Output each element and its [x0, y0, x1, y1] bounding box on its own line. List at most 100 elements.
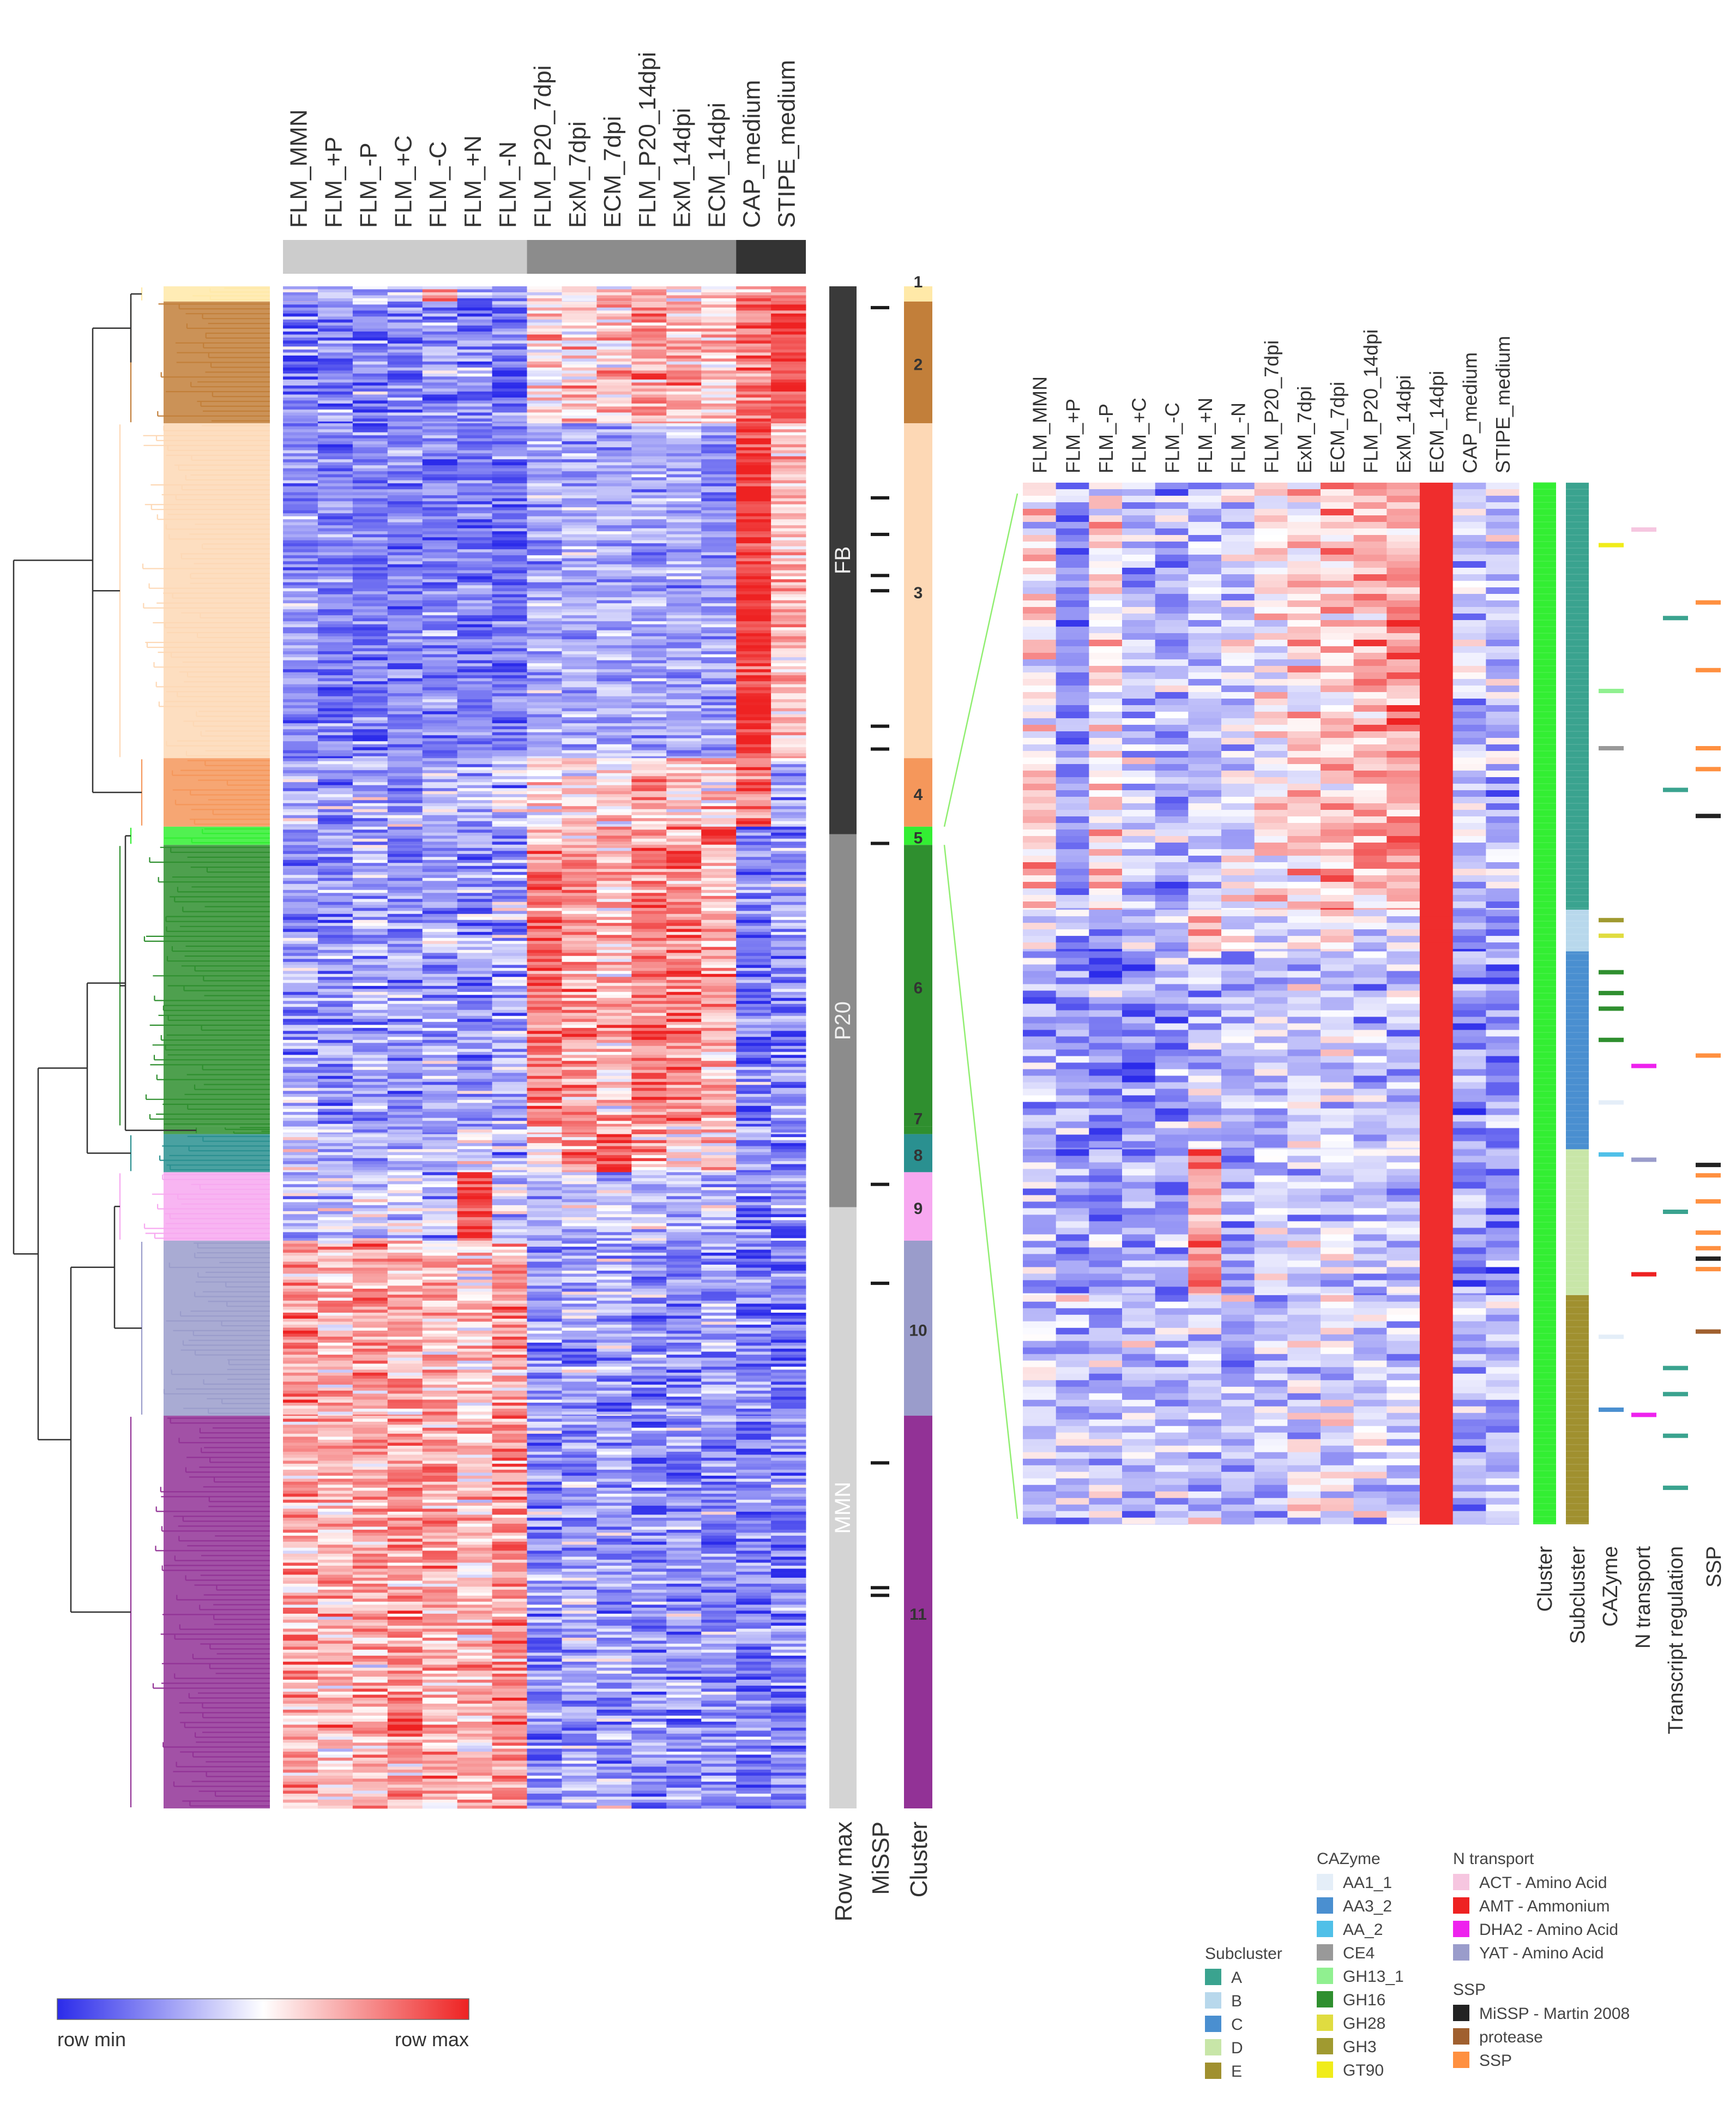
- heat-cell: [596, 525, 632, 529]
- heat-cell: [701, 699, 737, 703]
- heat-cell: [562, 977, 597, 981]
- heat-cell: [666, 681, 702, 685]
- heat-cell: [352, 328, 388, 332]
- heat-cell: [283, 486, 318, 490]
- heat-cell: [527, 435, 562, 439]
- heat-cell: [596, 465, 632, 469]
- heat-cell: [527, 1158, 562, 1162]
- heat-cell: [771, 1140, 806, 1144]
- heat-cell: [317, 322, 353, 326]
- heat-cell: [771, 540, 806, 544]
- heat-cell: [492, 343, 527, 347]
- heat-cell: [666, 540, 702, 544]
- heat-cell: [422, 779, 458, 783]
- heat-cell: [701, 489, 737, 493]
- heat-cell: [701, 480, 737, 484]
- heat-cell: [736, 1037, 771, 1041]
- heat-cell: [666, 738, 702, 742]
- heat-cell: [317, 358, 353, 362]
- heat-cell: [631, 585, 667, 589]
- heat-cell: [701, 429, 737, 433]
- heat-cell: [666, 1003, 702, 1007]
- heat-cell: [457, 1055, 492, 1059]
- heat-cell: [771, 310, 806, 314]
- heat-cell: [457, 1043, 492, 1047]
- heat-cell: [457, 1164, 492, 1168]
- dendrogram-cluster-block: [164, 286, 270, 302]
- heat-cell: [562, 564, 597, 568]
- heat-cell: [317, 489, 353, 493]
- heat-cell: [527, 1067, 562, 1071]
- heat-cell: [771, 1132, 806, 1134]
- heat-cell: [701, 1009, 737, 1013]
- heat-cell: [562, 627, 597, 631]
- dendrogram-cluster-block: [164, 1241, 270, 1416]
- heat-cell: [352, 720, 388, 724]
- heat-cell: [527, 582, 562, 586]
- heat-cell: [562, 516, 597, 520]
- heat-cell: [596, 304, 632, 308]
- heat-cell: [701, 705, 737, 709]
- heat-cell: [596, 1126, 632, 1130]
- heat-cell: [596, 961, 632, 965]
- heat-cell: [701, 983, 737, 987]
- heat-cell: [701, 621, 737, 625]
- heat-cell: [736, 803, 771, 807]
- heat-cell: [283, 1137, 318, 1140]
- heat-cell: [701, 937, 737, 941]
- heat-cell: [527, 624, 562, 628]
- heat-cell: [422, 630, 458, 634]
- heat-cell: [666, 522, 702, 526]
- heat-cell: [457, 651, 492, 655]
- heat-cell: [422, 486, 458, 490]
- heat-cell: [387, 693, 423, 697]
- heat-cell: [736, 1081, 771, 1085]
- heat-cell: [527, 615, 562, 619]
- heat-cell: [283, 699, 318, 703]
- heat-cell: [771, 953, 806, 957]
- heat-cell: [422, 955, 458, 959]
- heat-cell: [562, 319, 597, 323]
- heat-cell: [352, 967, 388, 971]
- heat-cell: [352, 806, 388, 810]
- heat-cell: [596, 732, 632, 736]
- heat-cell: [666, 979, 702, 983]
- heat-cell: [317, 1146, 353, 1150]
- heat-cell: [317, 708, 353, 712]
- heat-cell: [596, 567, 632, 571]
- heat-cell: [422, 803, 458, 807]
- heat-cell: [352, 764, 388, 768]
- heat-cell: [666, 1146, 702, 1150]
- heat-cell: [596, 690, 632, 694]
- heat-cell: [352, 925, 388, 929]
- heat-cell: [631, 591, 667, 595]
- heat-cell: [317, 1121, 353, 1125]
- heat-cell: [666, 959, 702, 963]
- heat-cell: [283, 331, 318, 335]
- heat-cell: [422, 711, 458, 715]
- heat-cell: [352, 905, 388, 909]
- heat-cell: [631, 714, 667, 718]
- heat-cell: [422, 773, 458, 777]
- heat-cell: [736, 865, 771, 869]
- heat-cell: [631, 1021, 667, 1025]
- heat-cell: [527, 702, 562, 706]
- heat-cell: [492, 967, 527, 971]
- heat-cell: [492, 702, 527, 706]
- heat-cell: [352, 1009, 388, 1013]
- heat-cell: [596, 1079, 632, 1083]
- heat-cell: [631, 1121, 667, 1125]
- heat-cell: [387, 835, 423, 839]
- heat-cell: [457, 806, 492, 810]
- heat-cell: [631, 1109, 667, 1113]
- heat-cell: [562, 905, 597, 909]
- heat-cell: [631, 477, 667, 481]
- heat-cell: [562, 1103, 597, 1107]
- heat-cell: [352, 555, 388, 559]
- heat-cell: [457, 1019, 492, 1023]
- heat-cell: [317, 1164, 353, 1168]
- heat-cell: [736, 1003, 771, 1007]
- heat-cell: [562, 785, 597, 789]
- heat-cell: [596, 1087, 632, 1091]
- heat-cell: [666, 603, 702, 607]
